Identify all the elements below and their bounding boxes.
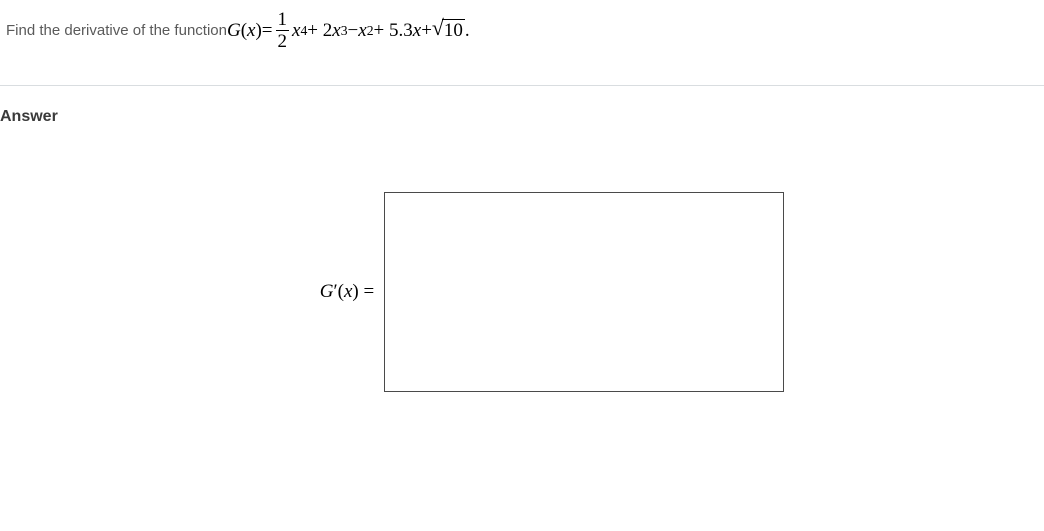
minus-1: − bbox=[348, 20, 359, 42]
answer-input[interactable] bbox=[384, 192, 784, 392]
question-expression: G(x) = 1 2 x4 + 2x3 − x2 + 5.3x + √ 10 . bbox=[227, 10, 470, 51]
term2-var: x bbox=[332, 20, 340, 42]
label-eq: = bbox=[359, 281, 374, 302]
equals-sign: = bbox=[262, 20, 273, 42]
plus-1: + 2 bbox=[307, 20, 332, 42]
label-func: G bbox=[320, 281, 334, 302]
label-prime: ′ bbox=[334, 281, 338, 302]
answer-area: G′(x) = bbox=[0, 192, 1044, 392]
sqrt-radicand: 10 bbox=[442, 19, 465, 43]
period: . bbox=[465, 20, 470, 42]
plus-2: + 5.3 bbox=[374, 20, 413, 42]
func-arg: x bbox=[247, 20, 255, 42]
question-prompt: Find the derivative of the function bbox=[6, 22, 227, 39]
label-arg: x bbox=[344, 281, 352, 302]
func-name: G bbox=[227, 20, 241, 42]
fraction-denominator: 2 bbox=[276, 30, 290, 51]
term3-var: x bbox=[358, 20, 366, 42]
fraction-numerator: 1 bbox=[276, 10, 290, 30]
plus-3: + bbox=[421, 20, 432, 42]
term4-var: x bbox=[413, 20, 421, 42]
term1-var: x bbox=[292, 20, 300, 42]
answer-heading: Answer bbox=[0, 108, 1044, 126]
answer-section: Answer G′(x) = bbox=[0, 86, 1044, 392]
gprime-label: G′(x) = bbox=[320, 281, 374, 303]
question-row: Find the derivative of the function G(x)… bbox=[0, 0, 1044, 85]
sqrt-term: √ 10 bbox=[432, 19, 465, 43]
fraction-half: 1 2 bbox=[276, 10, 290, 51]
